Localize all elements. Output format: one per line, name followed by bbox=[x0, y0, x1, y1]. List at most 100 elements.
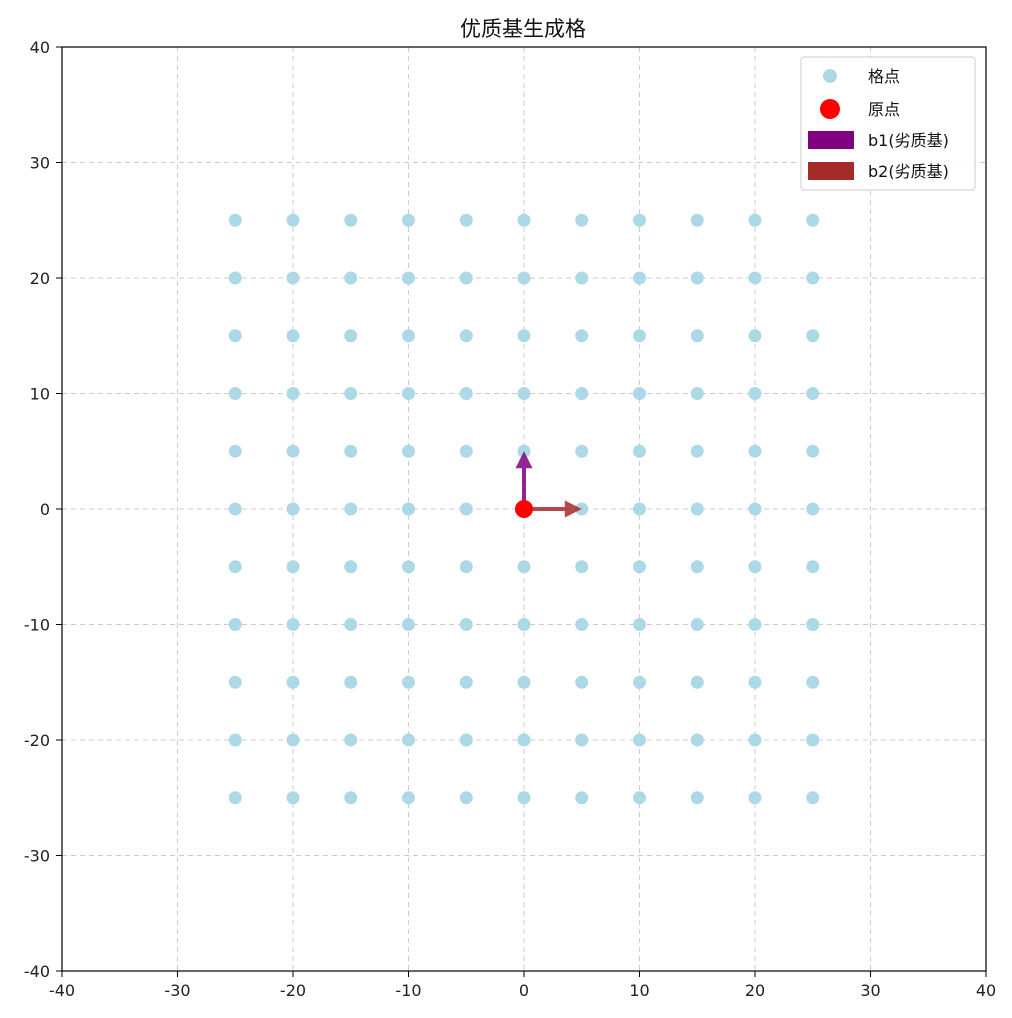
lattice-point bbox=[748, 444, 762, 458]
lattice-point bbox=[806, 618, 820, 631]
lattice-point bbox=[344, 618, 358, 631]
lattice-point bbox=[517, 271, 531, 285]
lattice-point bbox=[806, 502, 820, 516]
lattice-point bbox=[344, 502, 358, 516]
y-tick-label: -10 bbox=[24, 616, 50, 635]
lattice-point bbox=[402, 213, 415, 227]
legend-b2-label: b2(劣质基) bbox=[868, 162, 949, 181]
x-tick-label: -40 bbox=[49, 981, 75, 1000]
lattice-point bbox=[344, 675, 358, 689]
lattice-point bbox=[517, 733, 531, 747]
lattice-point bbox=[690, 213, 704, 227]
vector-arrow bbox=[524, 500, 582, 518]
lattice-point bbox=[690, 271, 704, 285]
lattice-point bbox=[690, 733, 704, 747]
lattice-point bbox=[344, 213, 358, 227]
lattice-point bbox=[517, 387, 531, 400]
lattice-point bbox=[633, 213, 646, 227]
lattice-point bbox=[344, 791, 358, 805]
lattice-point bbox=[402, 560, 415, 574]
x-tick-label: 40 bbox=[976, 981, 996, 1000]
lattice-point bbox=[286, 791, 300, 805]
lattice-point bbox=[633, 733, 646, 747]
lattice-point bbox=[690, 502, 704, 516]
legend-b2-swatch bbox=[808, 162, 854, 180]
lattice-point bbox=[228, 329, 242, 343]
y-tick-label: 30 bbox=[30, 154, 50, 173]
legend-b1-swatch bbox=[808, 131, 854, 149]
x-tick-label: 10 bbox=[629, 981, 649, 1000]
lattice-point bbox=[575, 271, 589, 285]
lattice-point bbox=[344, 387, 358, 400]
lattice-point bbox=[748, 271, 762, 285]
basis-vectors bbox=[515, 451, 582, 518]
lattice-point bbox=[517, 213, 531, 227]
y-tick-label: 40 bbox=[30, 38, 50, 57]
lattice-point bbox=[806, 675, 820, 689]
lattice-point bbox=[806, 791, 820, 805]
legend-origin-marker bbox=[820, 99, 840, 119]
lattice-point bbox=[575, 675, 589, 689]
lattice-point bbox=[633, 444, 646, 458]
lattice-point bbox=[575, 444, 589, 458]
x-tick-label: -10 bbox=[395, 981, 421, 1000]
x-tick-label: -20 bbox=[280, 981, 306, 1000]
lattice-point bbox=[748, 791, 762, 805]
lattice-point bbox=[517, 618, 531, 631]
lattice-point bbox=[748, 213, 762, 227]
lattice-point bbox=[228, 213, 242, 227]
lattice-point bbox=[286, 329, 300, 343]
lattice-point bbox=[806, 213, 820, 227]
lattice-point bbox=[806, 733, 820, 747]
legend-lattice-marker bbox=[823, 69, 837, 83]
lattice-point bbox=[575, 213, 589, 227]
lattice-point bbox=[517, 675, 531, 689]
y-tick-label: 20 bbox=[30, 269, 50, 288]
lattice-point bbox=[402, 618, 415, 631]
lattice-point bbox=[228, 791, 242, 805]
lattice-point bbox=[806, 271, 820, 285]
lattice-point bbox=[575, 791, 589, 805]
lattice-point bbox=[459, 560, 473, 574]
x-tick-label: 30 bbox=[860, 981, 880, 1000]
lattice-point bbox=[748, 675, 762, 689]
lattice-point bbox=[517, 444, 531, 458]
lattice-point bbox=[575, 618, 589, 631]
lattice-point bbox=[633, 560, 646, 574]
lattice-point bbox=[228, 444, 242, 458]
vector-arrow bbox=[515, 451, 533, 509]
lattice-point bbox=[402, 444, 415, 458]
lattice-point bbox=[748, 560, 762, 574]
lattice-point bbox=[286, 502, 300, 516]
legend: 格点 原点 b1(劣质基) b2(劣质基) bbox=[800, 56, 976, 191]
lattice-point bbox=[228, 560, 242, 574]
lattice-point bbox=[633, 618, 646, 631]
lattice-point bbox=[806, 560, 820, 574]
origin-point bbox=[515, 500, 533, 518]
lattice-point bbox=[690, 618, 704, 631]
vector-b1 bbox=[515, 451, 533, 509]
lattice-point bbox=[748, 733, 762, 747]
lattice-point bbox=[402, 387, 415, 400]
y-tick-label: 0 bbox=[40, 500, 50, 519]
legend-origin-label: 原点 bbox=[868, 100, 900, 119]
lattice-point bbox=[228, 271, 242, 285]
lattice-points bbox=[228, 213, 820, 805]
lattice-point bbox=[402, 791, 415, 805]
lattice-point bbox=[459, 618, 473, 631]
y-tick-label: -40 bbox=[24, 962, 50, 981]
x-tick-label: 0 bbox=[519, 981, 529, 1000]
y-tick-label: 10 bbox=[30, 385, 50, 404]
lattice-point bbox=[286, 444, 300, 458]
lattice-point bbox=[344, 271, 358, 285]
lattice-point bbox=[690, 560, 704, 574]
lattice-point bbox=[575, 733, 589, 747]
lattice-point bbox=[286, 387, 300, 400]
lattice-point bbox=[575, 387, 589, 400]
lattice-point bbox=[517, 560, 531, 574]
lattice-point bbox=[459, 791, 473, 805]
lattice-point bbox=[344, 560, 358, 574]
lattice-point bbox=[228, 675, 242, 689]
vector-b2 bbox=[524, 500, 582, 518]
